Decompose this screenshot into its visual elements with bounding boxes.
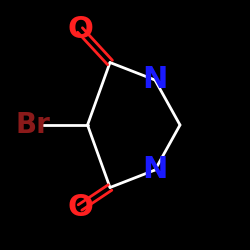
Text: O: O — [67, 16, 93, 44]
Text: N: N — [142, 156, 168, 184]
Text: Br: Br — [15, 111, 50, 139]
Text: N: N — [142, 66, 168, 94]
Text: O: O — [67, 193, 93, 222]
